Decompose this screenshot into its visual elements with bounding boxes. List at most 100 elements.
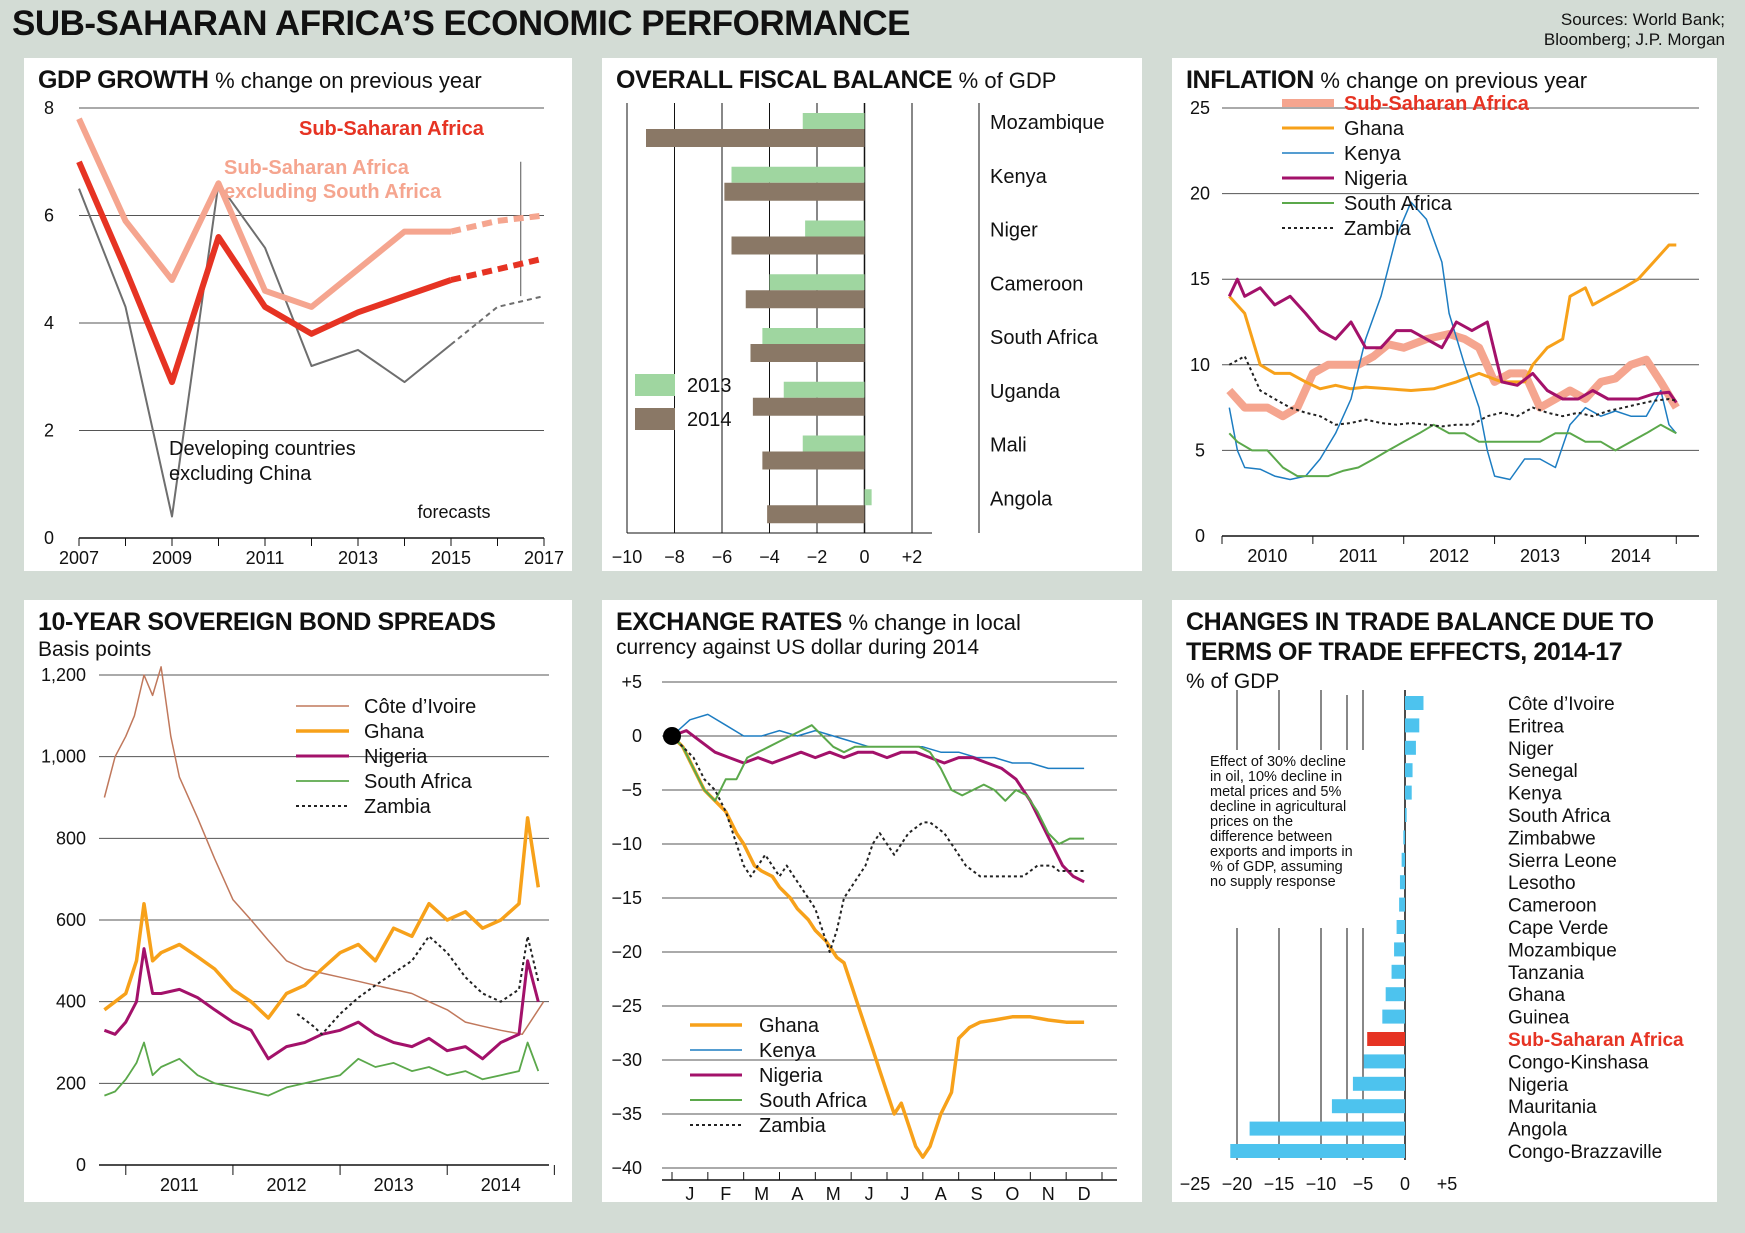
gdp-ytick-label: 8 — [44, 98, 54, 118]
gdp-legend-ssa-ex-sa-1: Sub-Saharan Africa — [224, 157, 410, 179]
fiscal-category-label: Mali — [990, 435, 1027, 457]
fx-chart: +5 0 −5 −10 −15 −20 −25 −30 −35 −40 J F M A M J J A S O N D Gh… — [611, 672, 1117, 1204]
bonds-title: 10-YEAR SOVEREIGN BOND SPREADS — [38, 608, 496, 636]
fiscal-category-label: South Africa — [990, 327, 1099, 349]
trade-category-label: Guinea — [1508, 1008, 1570, 1029]
bonds-series-line-nigeria — [103, 947, 540, 1061]
trade-category-label: Angola — [1508, 1120, 1568, 1141]
gdp-legend-ssa-ex-sa-2: excluding South Africa — [224, 181, 442, 203]
inflation-legend-label-kenya: Kenya — [1344, 143, 1402, 165]
fiscal-bar-2014-cameroon — [745, 290, 865, 309]
bonds-xtick-label: 2012 — [266, 1175, 306, 1195]
trade-xtick-label: −25 — [1180, 1174, 1211, 1194]
bonds-ytick-label: 200 — [56, 1073, 86, 1093]
fx-series-line-ghana — [670, 734, 1085, 1159]
gdp-xtick-label: 2013 — [338, 548, 378, 568]
trade-note-background — [1207, 750, 1375, 928]
bonds-legend-label-nigeria: Nigeria — [364, 746, 428, 768]
main-title: SUB-SAHARAN AFRICA’S ECONOMIC PERFORMANC… — [12, 4, 910, 43]
bonds-ytick-label: 1,200 — [41, 665, 86, 685]
fx-xtick-label: A — [935, 1184, 947, 1204]
fx-ytick-label: −35 — [611, 1104, 642, 1124]
bonds-subtitle: Basis points — [38, 638, 152, 661]
trade-title: CHANGES IN TRADE BALANCE DUE TO — [1186, 608, 1654, 636]
fx-title-bold: EXCHANGE RATES — [616, 608, 842, 636]
trade-note-line: in oil, 10% decline in — [1210, 769, 1342, 785]
bonds-series-line-c-te-d-ivoire — [103, 666, 545, 1036]
fiscal-category-label: Kenya — [990, 166, 1048, 188]
fx-xtick-label: M — [754, 1184, 769, 1204]
gdp-ytick-label: 4 — [44, 313, 54, 333]
trade-category-label: Cameroon — [1508, 896, 1597, 917]
inflation-subtitle: % change on previous year — [1320, 68, 1588, 93]
bonds-xtick-label: 2014 — [481, 1175, 521, 1195]
fx-legend-label-kenya: Kenya — [759, 1040, 817, 1062]
trade-bar-angola — [1249, 1121, 1405, 1136]
trade-bar-nigeria — [1352, 1076, 1405, 1091]
fiscal-bar-2013-cameroon — [769, 274, 865, 291]
fiscal-bar-2013-niger — [805, 220, 865, 237]
gdp-series-line-developing-countries-excluding-china — [78, 182, 452, 518]
trade-bar-kenya — [1405, 785, 1412, 800]
fx-subtitle-2: currency against US dollar during 2014 — [616, 636, 980, 659]
fiscal-bar-2014-kenya — [724, 182, 865, 201]
fx-title: EXCHANGE RATES % change in local — [616, 608, 1021, 637]
fx-xtick-label: J — [685, 1184, 694, 1204]
fx-xtick-label: D — [1078, 1184, 1091, 1204]
sources-note: Sources: World Bank; Bloomberg; J.P. Mor… — [1425, 10, 1725, 50]
gdp-series-line-sub-saharan-africa — [76, 160, 452, 386]
trade-bar-lesotho — [1399, 875, 1405, 890]
trade-category-label: South Africa — [1508, 806, 1611, 827]
inflation-xtick-label: 2014 — [1611, 546, 1651, 566]
fx-subtitle: % change in local — [848, 610, 1021, 635]
trade-bar-sub-saharan-africa — [1367, 1032, 1405, 1046]
fiscal-bar-2014-angola — [767, 505, 865, 524]
fiscal-xtick-label: 0 — [859, 547, 869, 567]
trade-bar-senegal — [1405, 763, 1413, 778]
trade-bar-south-africa — [1405, 808, 1407, 822]
inflation-legend-label-south-africa: South Africa — [1344, 193, 1453, 215]
trade-bar-eritrea — [1405, 718, 1420, 733]
fiscal-bar-2013-mozambique — [802, 113, 865, 129]
bonds-series-line-south-africa — [104, 1041, 540, 1097]
trade-note-line: exports and imports in — [1210, 844, 1353, 860]
fiscal-legend-label-2013: 2013 — [687, 375, 732, 397]
trade-category-label: Cape Verde — [1508, 918, 1608, 939]
inflation-series-line-kenya — [1228, 201, 1677, 481]
fiscal-panel: OVERALL FISCAL BALANCE % of GDP −10 −8 −6−… — [602, 58, 1142, 571]
bonds-ytick-label: 400 — [56, 992, 86, 1012]
gdp-subtitle: % change on previous year — [215, 68, 482, 93]
fiscal-xtick-label: −10 — [612, 547, 643, 567]
trade-bar-guinea — [1382, 1009, 1405, 1024]
inflation-legend-label-sub-saharan-africa: Sub-Saharan Africa — [1344, 93, 1530, 115]
fiscal-legend-swatch-2013 — [635, 374, 675, 396]
fx-xtick-label: J — [865, 1184, 874, 1204]
gdp-series-line-sub-saharan-africa-excluding-south-africa — [76, 117, 451, 310]
trade-category-label: Eritrea — [1508, 716, 1564, 737]
trade-xtick-label: +5 — [1437, 1174, 1458, 1194]
bonds-ytick-label: 0 — [76, 1155, 86, 1175]
inflation-series-line-nigeria — [1227, 277, 1678, 404]
bonds-xtick-label: 2013 — [374, 1175, 414, 1195]
trade-category-label: Congo-Brazzaville — [1508, 1142, 1662, 1163]
fx-ytick-label: −10 — [611, 834, 642, 854]
sources-line-1: Sources: World Bank; — [1560, 10, 1725, 29]
inflation-ytick-label: 5 — [1195, 440, 1205, 460]
fiscal-chart: −10 −8 −6 −4 −2 0 +2 Mozambique Kenya Niger Camero… — [612, 103, 1105, 567]
fx-legend-label-south-africa: South Africa — [759, 1090, 868, 1112]
fx-xtick-label: S — [971, 1184, 983, 1204]
fiscal-bar-2013-kenya — [731, 166, 865, 183]
gdp-xtick-label: 2015 — [431, 548, 471, 568]
fiscal-bar-2014-uganda — [752, 397, 865, 416]
fx-xtick-label: M — [826, 1184, 841, 1204]
gdp-chart: 0 2 4 6 8 2007 2009 2011 2013 2015 2017 forecasts Su… — [44, 98, 564, 568]
bonds-legend-label-zambia: Zambia — [364, 796, 432, 818]
trade-category-label: Kenya — [1508, 784, 1562, 805]
gdp-legend-developing-1: Developing countries — [169, 438, 356, 460]
gdp-title-bold: GDP GROWTH — [38, 66, 209, 94]
gdp-series-forecast-developing-countries-excluding-china — [450, 295, 545, 346]
inflation-title-bold: INFLATION — [1186, 66, 1314, 94]
trade-category-label: Congo-Kinshasa — [1508, 1052, 1649, 1073]
fx-legend-label-zambia: Zambia — [759, 1115, 827, 1137]
fiscal-xtick-label: −8 — [664, 547, 685, 567]
